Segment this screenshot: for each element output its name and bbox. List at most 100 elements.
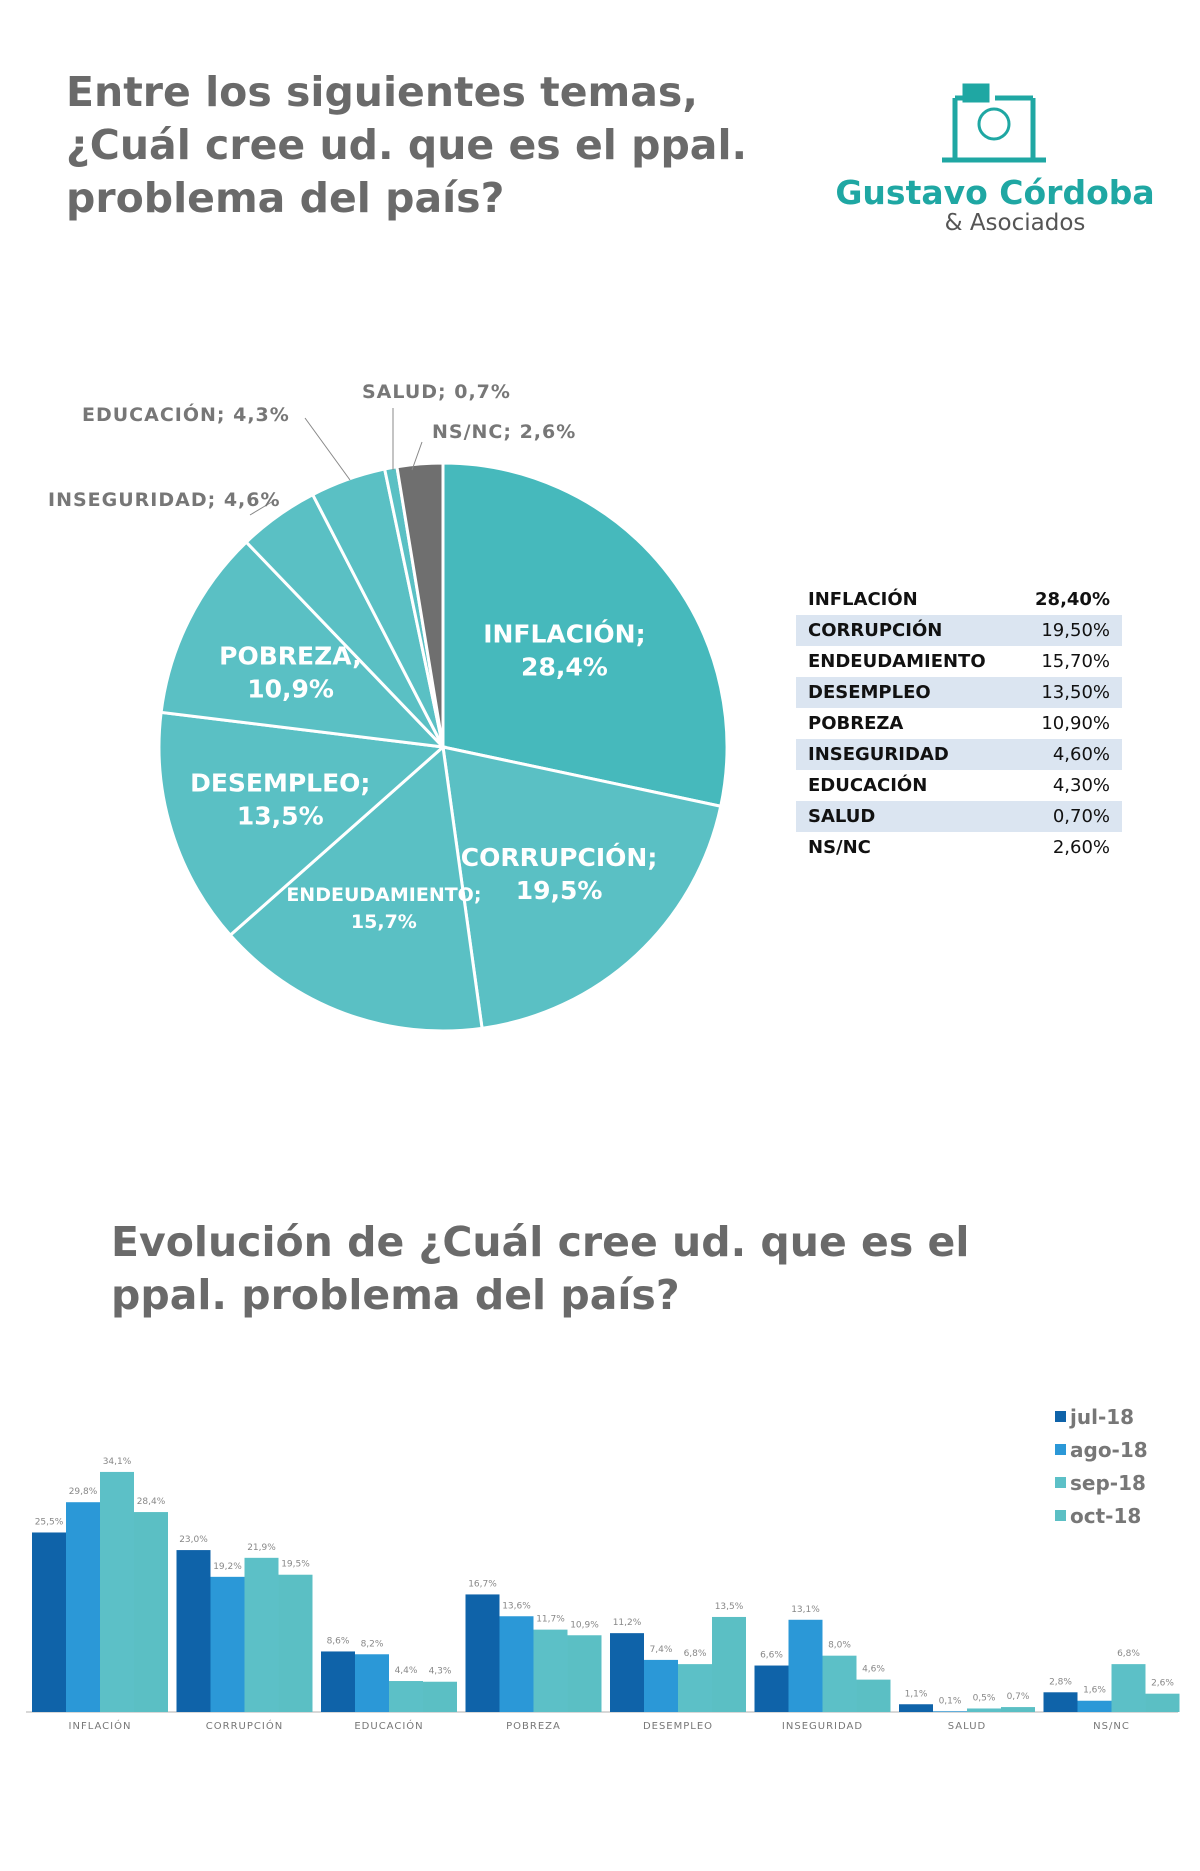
legend-label: oct-18 [1070, 1503, 1142, 1528]
leader-line [249, 499, 276, 516]
category-label: EDUCACIÓN [354, 1719, 423, 1732]
table-row: DESEMPLEO 13,50% [796, 677, 1122, 708]
table-value: 4,30% [1052, 775, 1110, 796]
pie-outside-label: SALUD; 0,7% [362, 381, 511, 403]
pie-label: CORRUPCIÓN; 19,5% [461, 842, 658, 905]
bar-jul-18 [899, 1704, 933, 1712]
bar-oct-18 [567, 1635, 602, 1712]
bar-jul-18 [1043, 1692, 1078, 1712]
category-label: NS/NC [1093, 1721, 1130, 1732]
bar-data-label: 29,8% [69, 1487, 98, 1497]
bar-sep-18 [1111, 1664, 1146, 1712]
bar-data-label: 23,0% [179, 1535, 208, 1545]
pie-slice-ns/nc [395, 461, 445, 748]
legend-swatch [1055, 1444, 1066, 1455]
pie-label-name: DESEMPLEO; [190, 769, 370, 798]
bar-data-label: 6,8% [684, 1649, 707, 1659]
bar-data-label: 8,2% [361, 1639, 384, 1649]
bar-data-label: 10,9% [570, 1620, 599, 1630]
category-label: INFLACIÓN [69, 1719, 132, 1732]
legend-item: ago-18 [1055, 1433, 1148, 1466]
bar-ago-18 [933, 1711, 967, 1712]
legend-label: jul-18 [1070, 1404, 1135, 1429]
logo-subtitle: & Asociados [944, 210, 1086, 236]
category-label: DESEMPLEO [643, 1721, 713, 1732]
pie-outside-label: EDUCACIÓN; 4,3% [82, 402, 290, 426]
bar-data-label: 8,0% [828, 1641, 851, 1651]
pie-label-value: 19,5% [516, 876, 603, 905]
bar-data-label: 1,6% [1083, 1686, 1106, 1696]
bar-data-label: 4,4% [395, 1666, 418, 1676]
pie-label-name: POBREZA; [219, 642, 362, 671]
pie-slice-desempleo [157, 710, 447, 938]
bar-sep-18 [244, 1557, 279, 1712]
logo-name: Gustavo Córdoba [835, 173, 1155, 212]
bar-oct-18 [1001, 1707, 1035, 1712]
bar-sep-18 [389, 1681, 423, 1712]
table-row: CORRUPCIÓN 19,50% [796, 615, 1122, 646]
pie-label-name: INFLACIÓN; [483, 619, 645, 649]
bar-sep-18 [822, 1655, 857, 1712]
pie-outside-label: NS/NC; 2,6% [432, 421, 576, 443]
ballot-box-logo-icon [942, 83, 1046, 163]
bar-data-label: 2,6% [1151, 1679, 1174, 1689]
bar-ago-18 [66, 1502, 100, 1712]
category-label: INSEGURIDAD [782, 1721, 863, 1732]
table-value: 10,90% [1041, 713, 1110, 734]
pie-label: INFLACIÓN; 28,4% [483, 619, 645, 682]
bar-data-label: 8,6% [327, 1636, 350, 1646]
pie-label: DESEMPLEO; 13,5% [190, 769, 370, 831]
legend-swatch [1055, 1411, 1066, 1422]
bar-ago-18 [1077, 1700, 1112, 1712]
table-value: 0,70% [1052, 806, 1110, 827]
bar-data-label: 1,1% [905, 1689, 928, 1699]
pie-label-value: 15,7% [351, 911, 417, 933]
table-label: POBREZA [808, 713, 904, 734]
table-row: INSEGURIDAD 4,60% [796, 739, 1122, 770]
bar-data-label: 21,9% [247, 1543, 276, 1553]
pie-label-name: ENDEUDAMIENTO; [286, 884, 481, 906]
table-value: 19,50% [1041, 620, 1110, 641]
bar-oct-18 [1145, 1693, 1180, 1712]
bar-sep-18 [100, 1471, 134, 1712]
bar-data-label: 13,5% [715, 1602, 744, 1612]
bar-jul-18 [321, 1651, 355, 1712]
bar-oct-18 [278, 1574, 313, 1712]
table-label: ENDEUDAMIENTO [808, 651, 986, 672]
logo: Gustavo Córdoba & Asociados [830, 78, 1160, 248]
table-label: INSEGURIDAD [808, 744, 949, 765]
table-value: 28,40% [1035, 589, 1110, 610]
bar-ago-18 [644, 1659, 678, 1712]
table-value: 4,60% [1052, 744, 1110, 765]
bar-jul-18 [754, 1665, 789, 1712]
legend-swatch [1055, 1477, 1066, 1488]
table-row: ENDEUDAMIENTO 15,70% [796, 646, 1122, 677]
legend-swatch [1055, 1510, 1066, 1521]
bar-data-label: 13,6% [502, 1601, 531, 1611]
bar-data-label: 0,7% [1007, 1692, 1030, 1702]
leader-line [411, 441, 423, 471]
bar-ago-18 [355, 1654, 389, 1712]
legend-label: sep-18 [1070, 1470, 1146, 1495]
pie-label-name: CORRUPCIÓN; [461, 842, 658, 872]
pie-label-value: 13,5% [237, 802, 324, 831]
legend-item: jul-18 [1055, 1400, 1148, 1433]
bar-data-label: 6,8% [1117, 1649, 1140, 1659]
bar-chart-title: Evolución de ¿Cuál cree ud. que es el pp… [111, 1218, 970, 1319]
table-row: NS/NC 2,60% [796, 832, 1122, 863]
pie-slice-corrupción [441, 745, 723, 1030]
bar-jul-18 [176, 1550, 211, 1712]
summary-table: INFLACIÓN 28,40% CORRUPCIÓN 19,50% ENDEUDAMI… [796, 584, 1122, 863]
bar-data-label: 28,4% [137, 1497, 166, 1507]
leader-line [304, 417, 351, 481]
bar-data-label: 16,7% [468, 1579, 497, 1589]
bar-data-label: 11,2% [613, 1618, 642, 1628]
bar-data-label: 4,3% [429, 1667, 452, 1677]
table-label: SALUD [808, 806, 876, 827]
bar-data-label: 2,8% [1049, 1677, 1072, 1687]
pie-chart: INFLACIÓN; 28,4% CORRUPCIÓN; 19,5% ENDEUDAMI… [48, 381, 729, 1033]
bar-data-label: 13,1% [791, 1605, 820, 1615]
table-label: NS/NC [808, 837, 871, 858]
bar-data-label: 34,1% [103, 1457, 132, 1467]
